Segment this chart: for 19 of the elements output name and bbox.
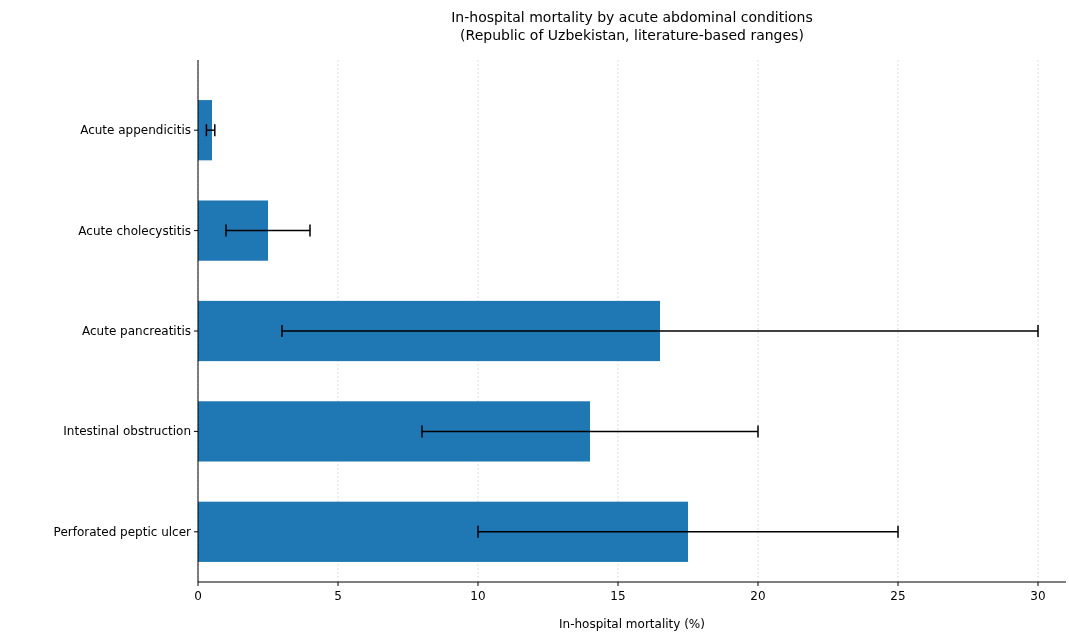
y-tick-label: Acute appendicitis [80,123,191,138]
bar [198,100,212,161]
chart-title: In-hospital mortality by acute abdominal conditions (Republic of Uzbekistan, literature-based ranges) [451,9,813,43]
y-tick-label: Intestinal obstruction [63,424,191,439]
x-tick-label: 30 [1030,589,1046,603]
y-tick-label: Acute pancreatitis [81,324,191,338]
x-tick-label: 20 [750,589,766,603]
bar [198,300,660,362]
y-tick-label: Acute cholecystitis [78,223,191,238]
x-tick-label: 15 [610,589,626,603]
x-tick-label: 0 [194,589,202,603]
bar [198,401,590,462]
bar [198,501,688,562]
x-tick-label: 5 [334,589,342,603]
x-tick-label: 25 [890,589,906,603]
x-tick-label: 10 [470,589,486,603]
y-tick-label: Perforated peptic ulcer [53,524,192,539]
bar [198,200,268,261]
x-axis-title: In-hospital mortality (%) [559,617,705,631]
